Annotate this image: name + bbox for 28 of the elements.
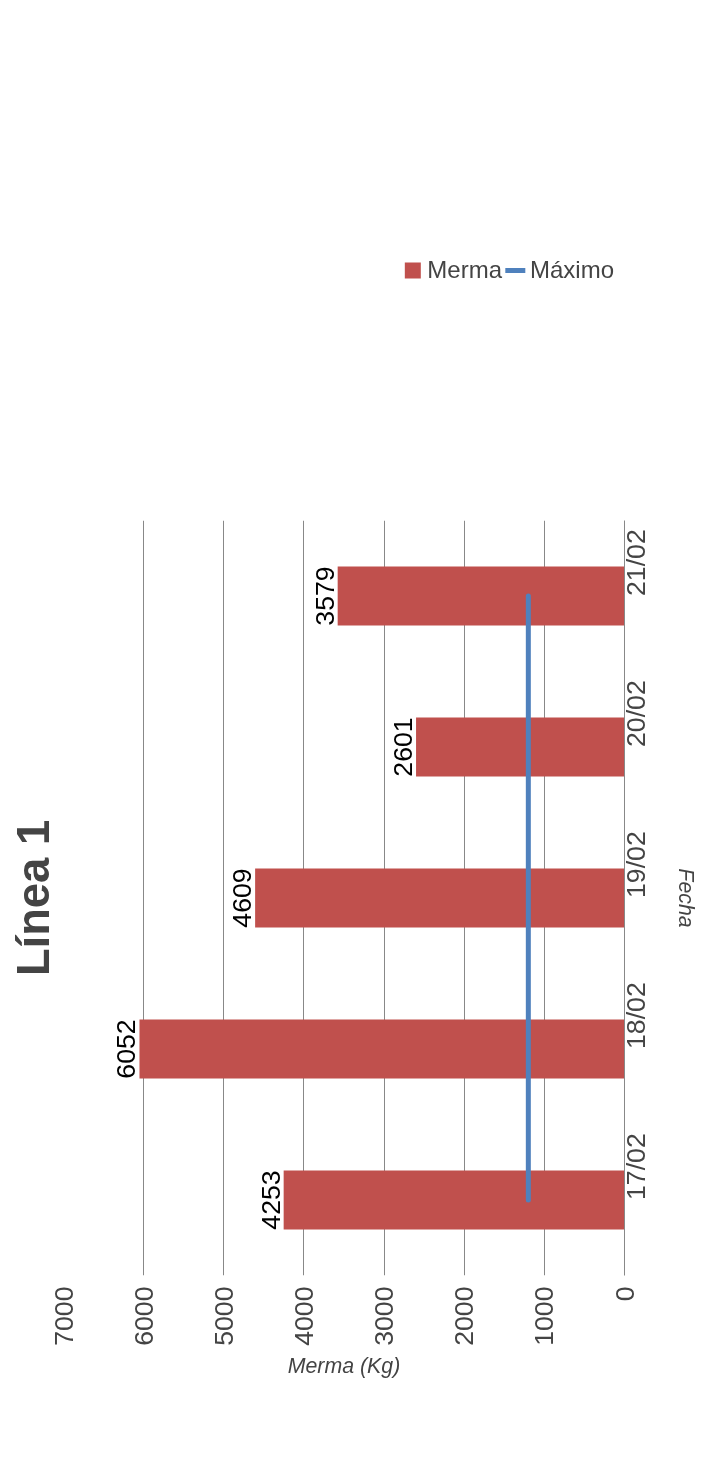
x-tick-label: 0 (609, 1286, 640, 1302)
x-tick-label: 1000 (529, 1286, 560, 1346)
data-label: 4609 (227, 868, 258, 928)
x-tick-label: 3000 (369, 1286, 400, 1346)
bar (255, 868, 625, 928)
x-tick-label: 2000 (449, 1286, 480, 1346)
x-axis-title: Merma (Kg) (287, 1353, 401, 1378)
y-tick-label: 20/02 (620, 680, 651, 747)
data-label: 3579 (309, 566, 340, 626)
text: Línea 1 (7, 819, 59, 977)
y-tick-label: 17/02 (620, 1133, 651, 1200)
bar (139, 1019, 625, 1079)
data-label: 2601 (388, 717, 419, 777)
legend-label: Máximo (529, 256, 614, 284)
data-label: 6052 (111, 1019, 142, 1079)
y-axis-title: Fecha (673, 868, 698, 928)
y-tick-label: 19/02 (620, 831, 651, 898)
data-label: 4253 (255, 1170, 286, 1230)
bar (416, 717, 625, 777)
legend-label: Merma (427, 256, 502, 284)
bar (337, 566, 625, 626)
x-tick-label: 6000 (128, 1286, 159, 1346)
x-tick-label: 4000 (288, 1286, 319, 1346)
y-tick-label: 21/02 (620, 529, 651, 596)
bar (283, 1170, 625, 1230)
y-tick-label: 18/02 (620, 982, 651, 1049)
x-tick-label: 7000 (48, 1286, 79, 1346)
x-tick-label: 5000 (208, 1286, 239, 1346)
